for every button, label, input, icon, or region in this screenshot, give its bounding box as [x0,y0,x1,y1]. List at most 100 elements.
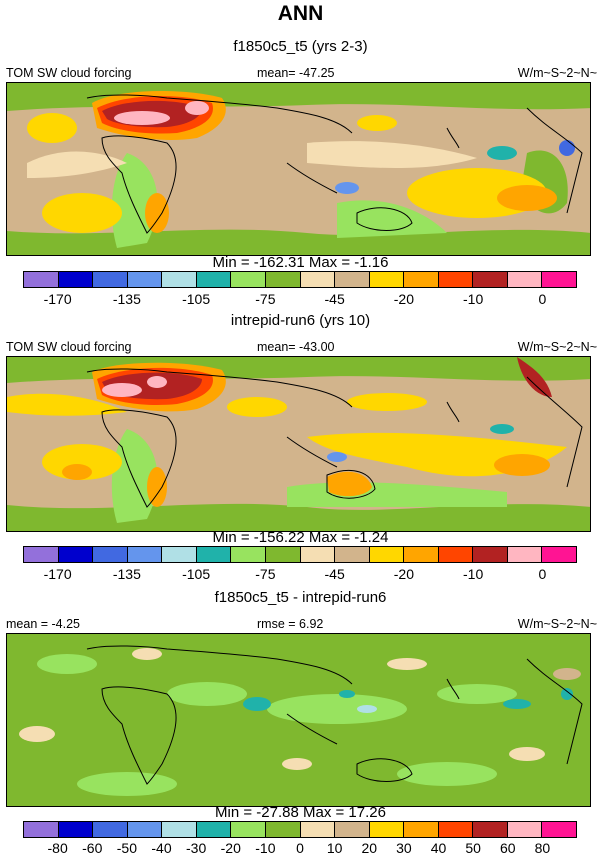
colorbar-swatch [58,547,94,562]
colorbar-tick-label: -105 [182,566,211,582]
colorbar-swatch [335,822,370,837]
colorbar-swatch [24,272,59,287]
panel-1-mean-label: mean= -47.25 [257,66,335,80]
colorbar-swatch [93,822,128,837]
colorbar-swatch [404,822,439,837]
main-title: ANN [277,2,324,25]
colorbar-swatch [438,547,474,562]
colorbar-swatch [93,547,128,562]
colorbar-tick-label: 60 [499,840,516,856]
colorbar-swatch [542,547,576,562]
colorbar-tick-label: 20 [361,840,378,856]
colorbar-swatch [196,822,232,837]
panel-2: TOM SW cloud forcing mean= -43.00 W/m~S~… [0,340,601,532]
colorbar-tick-label: 10 [326,840,343,856]
colorbar-tick-label: 50 [465,840,481,856]
colorbar-swatch [300,272,336,287]
panel-3-units-label: W/m~S~2~N~ [517,617,597,631]
colorbar-tick-label: -10 [255,840,276,856]
colorbar-tick-label: -45 [324,291,345,307]
panel-2-units-label: W/m~S~2~N~ [517,340,597,354]
panel-3-title: f1850c5_t5 - intrepid-run6 [214,589,387,606]
panel-2-colorbar [23,546,577,563]
colorbar-swatch [507,272,543,287]
colorbar-tick-label: -50 [116,840,137,856]
colorbar-swatch [58,272,94,287]
colorbar-tick-label: -80 [47,840,68,856]
colorbar-tick-label: -10 [463,291,484,307]
colorbar-swatch [231,547,266,562]
colorbar-tick-label: -135 [112,291,141,307]
panel-2-mean-label: mean= -43.00 [257,340,335,354]
panel-1-map [6,82,591,256]
panel-2-map [6,356,591,532]
colorbar-tick-label: -45 [324,566,345,582]
panel-1: TOM SW cloud forcing mean= -47.25 W/m~S~… [0,66,601,256]
colorbar-swatch [335,547,370,562]
colorbar-swatch [300,547,336,562]
panel-1-variable-label: TOM SW cloud forcing [6,66,132,80]
colorbar-swatch [127,822,163,837]
colorbar-swatch [24,547,59,562]
colorbar-tick-label: -135 [112,566,141,582]
colorbar-swatch [369,822,405,837]
panel-3-mean-label: mean = -4.25 [6,617,81,631]
colorbar-swatch [162,547,197,562]
colorbar-swatch [196,272,232,287]
colorbar-swatch [438,822,474,837]
colorbar-tick-label: -10 [463,566,484,582]
panel-1-units-label: W/m~S~2~N~ [517,66,597,80]
colorbar-swatch [404,272,439,287]
colorbar-swatch [404,547,439,562]
colorbar-tick-label: -30 [186,840,207,856]
colorbar-tick-label: -170 [43,291,72,307]
colorbar-swatch [507,547,543,562]
colorbar-swatch [473,822,508,837]
colorbar-swatch [162,822,197,837]
colorbar-swatch [473,547,508,562]
panel-3-colorbar [23,821,577,838]
colorbar-swatch [265,547,301,562]
panel-3-rmse-label: rmse = 6.92 [257,617,324,631]
panel-2-min-max: Min = -156.22 Max = -1.24 [212,529,389,546]
colorbar-tick-label: -20 [393,566,414,582]
colorbar-swatch [231,272,266,287]
panel-2-variable-label: TOM SW cloud forcing [6,340,132,354]
colorbar-swatch [24,822,59,837]
panel-1-colorbar [23,271,577,288]
colorbar-swatch [196,547,232,562]
colorbar-swatch [231,822,266,837]
colorbar-swatch [127,272,163,287]
panel-1-colorbar-ticks: -170 -135 -105 -75 -45 -20 -10 0 [23,291,577,307]
colorbar-swatch [438,272,474,287]
colorbar-tick-label: -75 [255,566,276,582]
colorbar-tick-label: 80 [534,840,551,856]
colorbar-tick-label: 0 [538,291,547,307]
colorbar-swatch [127,547,163,562]
colorbar-tick-label: 0 [538,566,547,582]
panel-2-title: intrepid-run6 (yrs 10) [230,312,371,329]
panel-1-min-max: Min = -162.31 Max = -1.16 [212,254,389,271]
colorbar-swatch [162,272,197,287]
colorbar-swatch [542,822,576,837]
panel-3: mean = -4.25 rmse = 6.92 W/m~S~2~N~ [0,617,601,807]
colorbar-swatch [369,272,405,287]
colorbar-swatch [473,272,508,287]
colorbar-tick-label: -170 [43,566,72,582]
colorbar-tick-label: -20 [393,291,414,307]
colorbar-swatch [265,272,301,287]
colorbar-tick-label: -20 [220,840,241,856]
colorbar-tick-label: 30 [396,840,412,856]
colorbar-swatch [58,822,94,837]
panel-3-colorbar-ticks: -80 -60 -50 -40 -30 -20 -10 0 10 20 30 40 50 60 80 [23,840,577,856]
colorbar-swatch [369,547,405,562]
panel-2-colorbar-ticks: -170 -135 -105 -75 -45 -20 -10 0 [23,566,577,582]
colorbar-swatch [93,272,128,287]
colorbar-tick-label: -105 [182,291,211,307]
colorbar-swatch [265,822,301,837]
colorbar-swatch [542,272,576,287]
colorbar-swatch [335,272,370,287]
colorbar-swatch [300,822,336,837]
colorbar-tick-label: 0 [296,840,304,856]
panel-3-min-max: Min = -27.88 Max = 17.26 [215,804,386,821]
